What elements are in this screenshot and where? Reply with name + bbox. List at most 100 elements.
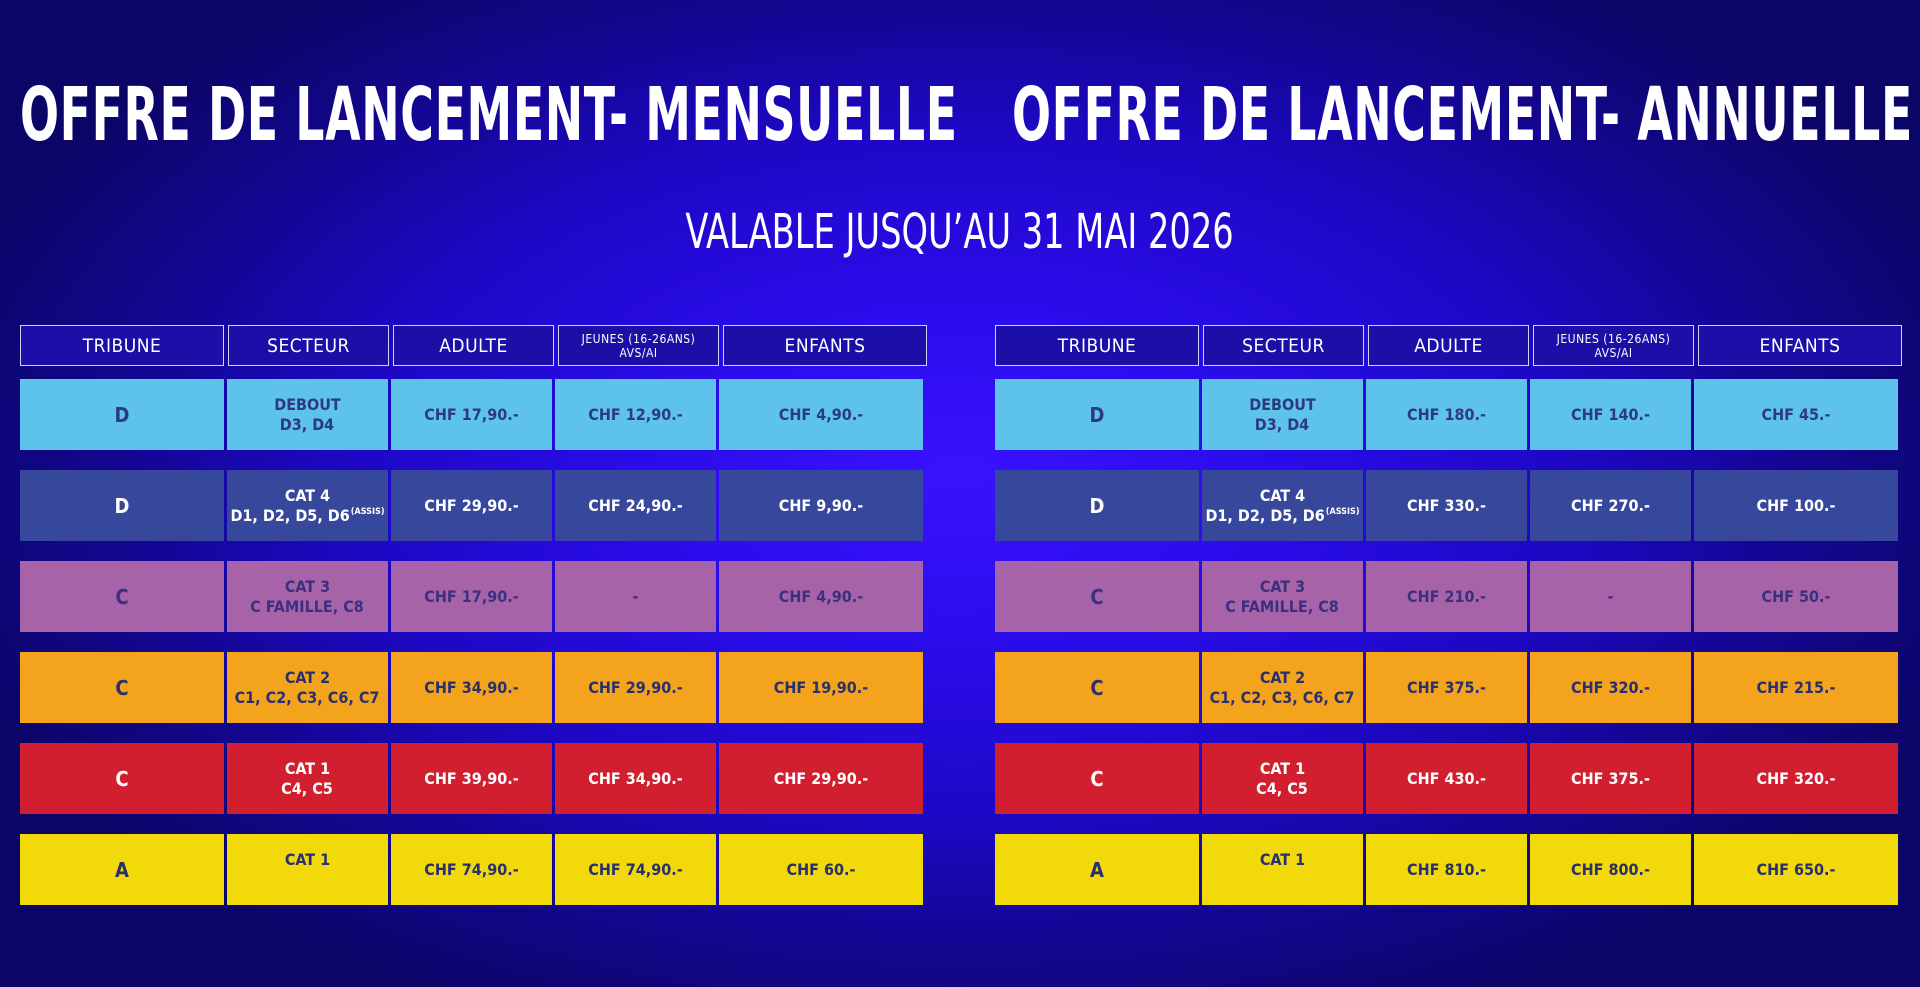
table-row: D DEBOUT D3, D4 CHF 180.- CHF 140.- CHF 45.-	[995, 379, 1905, 450]
secteur-sectors-text: C4, C5	[281, 778, 333, 798]
price-jeunes: CHF 270.-	[1530, 470, 1691, 541]
header-jeunes: JEUNES (16-26ANS) AVS/AI	[558, 325, 719, 366]
table-row: C CAT 2 C1, C2, C3, C6, C7 CHF 375.- CHF 320…	[995, 652, 1905, 723]
secteur-sectors: D1, D2, D5, D6(ASSIS)	[1205, 506, 1359, 526]
tribune-cell: A	[995, 834, 1199, 905]
secteur-sectors: D3, D4	[280, 415, 335, 435]
table-row: A CAT 1 CHF 810.- CHF 800.- CHF 650.-	[995, 834, 1905, 905]
price-enfants: CHF 650.-	[1694, 834, 1898, 905]
headline-monthly: OFFRE DE LANCEMENT- MENSUELLE	[20, 72, 958, 158]
secteur-sectors-text: C FAMILLE, C8	[1225, 596, 1339, 616]
price-adulte: CHF 430.-	[1366, 743, 1527, 814]
table-header: TRIBUNE SECTEUR ADULTE JEUNES (16-26ANS)…	[995, 325, 1905, 366]
price-jeunes: CHF 375.-	[1530, 743, 1691, 814]
header-jeunes: JEUNES (16-26ANS) AVS/AI	[1533, 325, 1694, 366]
annual-price-table: TRIBUNE SECTEUR ADULTE JEUNES (16-26ANS)…	[995, 325, 1905, 925]
price-adulte: CHF 17,90.-	[391, 379, 552, 450]
secteur-sectors-text: C1, C2, C3, C6, C7	[1209, 687, 1355, 707]
secteur-category: CAT 4	[284, 485, 331, 505]
header-jeunes-line1: JEUNES (16-26ANS)	[1556, 331, 1671, 346]
price-adulte: CHF 810.-	[1366, 834, 1527, 905]
price-jeunes: CHF 29,90.-	[555, 652, 716, 723]
secteur-sectors: D3, D4	[1255, 415, 1310, 435]
tribune-cell: C	[20, 652, 224, 723]
secteur-category: CAT 1	[284, 758, 331, 778]
header-secteur: SECTEUR	[1203, 325, 1364, 366]
secteur-cell: CAT 4 D1, D2, D5, D6(ASSIS)	[1202, 470, 1363, 541]
table-row: C CAT 2 C1, C2, C3, C6, C7 CHF 34,90.- CHF 2…	[20, 652, 930, 723]
price-adulte: CHF 180.-	[1366, 379, 1527, 450]
secteur-sectors-text: D1, D2, D5, D6	[1205, 505, 1325, 525]
secteur-sectors-text: D3, D4	[1254, 414, 1310, 434]
tribune-cell: A	[20, 834, 224, 905]
price-adulte: CHF 74,90.-	[391, 834, 552, 905]
price-enfants: CHF 4,90.-	[719, 561, 923, 632]
table-row: A CAT 1 CHF 74,90.- CHF 74,90.- CHF 60.-	[20, 834, 930, 905]
tribune-cell: C	[20, 561, 224, 632]
price-enfants: CHF 45.-	[1694, 379, 1898, 450]
secteur-cell: CAT 1	[1202, 834, 1363, 905]
table-row: D CAT 4 D1, D2, D5, D6(ASSIS) CHF 29,90.- CH…	[20, 470, 930, 541]
price-jeunes: -	[1530, 561, 1691, 632]
header-enfants: ENFANTS	[723, 325, 927, 366]
price-enfants: CHF 215.-	[1694, 652, 1898, 723]
price-enfants: CHF 320.-	[1694, 743, 1898, 814]
tribune-cell: C	[20, 743, 224, 814]
tribune-cell: D	[20, 470, 224, 541]
tribune-cell: C	[995, 561, 1199, 632]
secteur-cell: CAT 1 C4, C5	[227, 743, 388, 814]
secteur-sectors	[307, 870, 308, 890]
secteur-sectors: C1, C2, C3, C6, C7	[1210, 688, 1356, 708]
secteur-category: CAT 4	[1259, 485, 1306, 505]
secteur-cell: CAT 1	[227, 834, 388, 905]
table-row: D CAT 4 D1, D2, D5, D6(ASSIS) CHF 330.- CHF …	[995, 470, 1905, 541]
price-jeunes: CHF 12,90.-	[555, 379, 716, 450]
secteur-sectors-text: D1, D2, D5, D6	[230, 505, 350, 525]
price-adulte: CHF 375.-	[1366, 652, 1527, 723]
secteur-sectors: C1, C2, C3, C6, C7	[235, 688, 381, 708]
secteur-sectors: C4, C5	[1256, 779, 1309, 799]
price-jeunes: CHF 24,90.-	[555, 470, 716, 541]
header-tribune: TRIBUNE	[995, 325, 1199, 366]
header-enfants: ENFANTS	[1698, 325, 1902, 366]
tribune-cell: C	[995, 652, 1199, 723]
price-jeunes: CHF 34,90.-	[555, 743, 716, 814]
price-enfants: CHF 9,90.-	[719, 470, 923, 541]
header-secteur: SECTEUR	[228, 325, 389, 366]
price-adulte: CHF 29,90.-	[391, 470, 552, 541]
secteur-note: (ASSIS)	[1325, 506, 1360, 517]
secteur-sectors-text: D3, D4	[279, 414, 335, 434]
secteur-category: DEBOUT	[274, 394, 341, 414]
secteur-cell: CAT 2 C1, C2, C3, C6, C7	[1202, 652, 1363, 723]
table-body: D DEBOUT D3, D4 CHF 17,90.- CHF 12,90.- CHF 4…	[20, 379, 930, 905]
table-header: TRIBUNE SECTEUR ADULTE JEUNES (16-26ANS)…	[20, 325, 930, 366]
header-adulte: ADULTE	[1368, 325, 1529, 366]
secteur-sectors: C FAMILLE, C8	[1225, 597, 1340, 617]
headline-annual: OFFRE DE LANCEMENT- ANNUELLE	[1012, 72, 1913, 158]
price-enfants: CHF 19,90.-	[719, 652, 923, 723]
price-jeunes: CHF 800.-	[1530, 834, 1691, 905]
price-adulte: CHF 39,90.-	[391, 743, 552, 814]
price-jeunes: -	[555, 561, 716, 632]
price-jeunes: CHF 140.-	[1530, 379, 1691, 450]
secteur-cell: CAT 2 C1, C2, C3, C6, C7	[227, 652, 388, 723]
secteur-category: CAT 3	[284, 576, 331, 596]
secteur-cell: DEBOUT D3, D4	[227, 379, 388, 450]
secteur-cell: CAT 1 C4, C5	[1202, 743, 1363, 814]
secteur-sectors-text: C FAMILLE, C8	[250, 596, 364, 616]
validity-subtitle: VALABLE JUSQU’AU 31 MAI 2026	[0, 208, 1920, 256]
secteur-cell: CAT 4 D1, D2, D5, D6(ASSIS)	[227, 470, 388, 541]
price-adulte: CHF 34,90.-	[391, 652, 552, 723]
price-enfants: CHF 4,90.-	[719, 379, 923, 450]
tribune-cell: D	[995, 470, 1199, 541]
monthly-price-table: TRIBUNE SECTEUR ADULTE JEUNES (16-26ANS)…	[20, 325, 930, 925]
table-row: D DEBOUT D3, D4 CHF 17,90.- CHF 12,90.- CHF 4…	[20, 379, 930, 450]
secteur-sectors: D1, D2, D5, D6(ASSIS)	[230, 506, 384, 526]
secteur-category: CAT 1	[1259, 849, 1306, 869]
header-jeunes-line2: AVS/AI	[1594, 345, 1633, 360]
price-adulte: CHF 330.-	[1366, 470, 1527, 541]
price-jeunes: CHF 320.-	[1530, 652, 1691, 723]
